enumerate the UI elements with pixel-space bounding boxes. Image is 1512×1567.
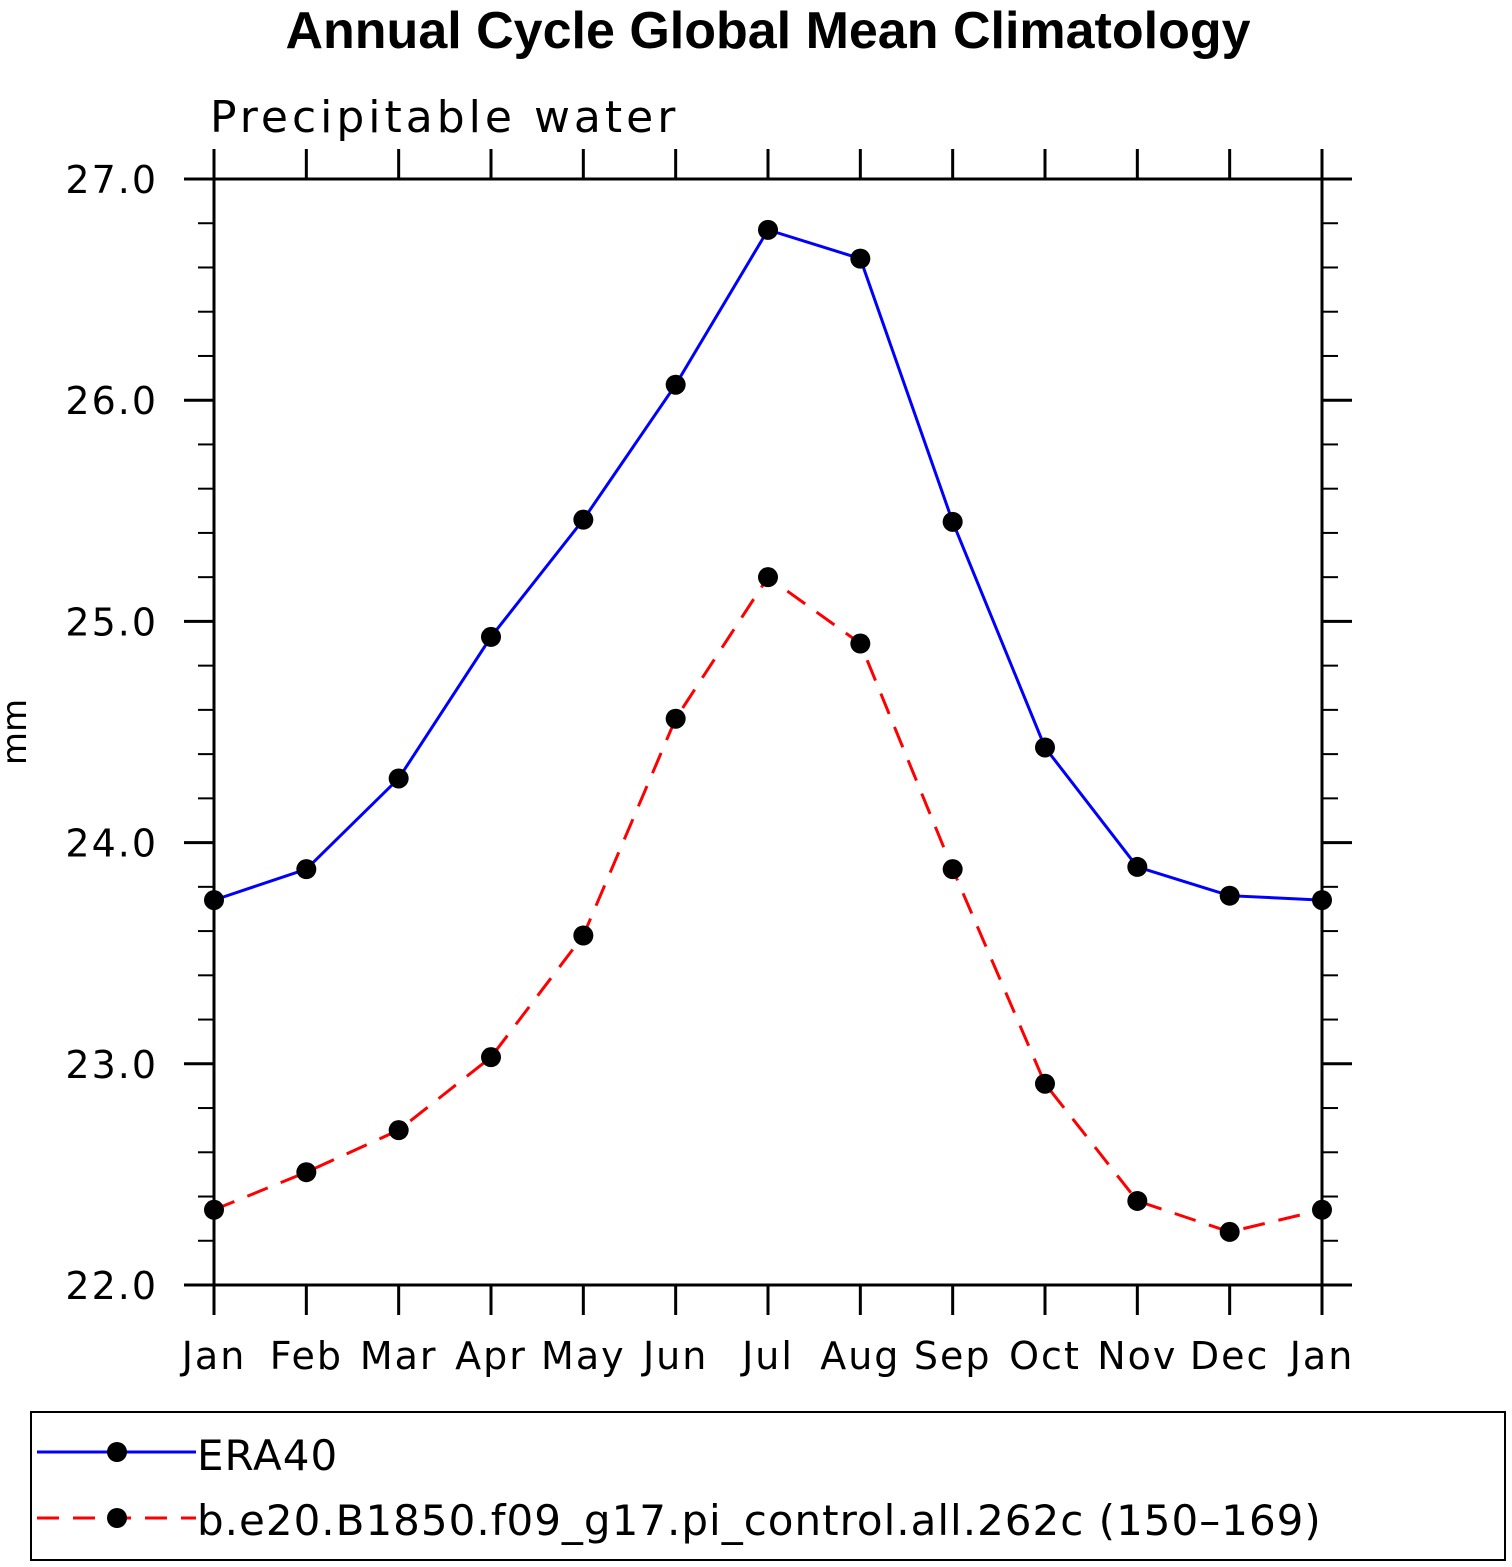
data-point-model	[850, 633, 871, 654]
x-tick-label: Dec	[1190, 1334, 1270, 1378]
y-tick-label: 26.0	[65, 379, 158, 423]
legend-box	[30, 1411, 1506, 1561]
data-point-model	[573, 925, 594, 946]
data-point-era40	[942, 511, 963, 532]
data-point-model	[665, 708, 686, 729]
data-point-model	[481, 1047, 501, 1068]
data-point-model	[1035, 1073, 1055, 1094]
chart-subtitle: Precipitable water	[210, 92, 679, 143]
y-tick-label: 24.0	[65, 822, 158, 866]
x-tick-label: Jun	[641, 1334, 708, 1378]
x-tick-label: Aug	[820, 1334, 900, 1378]
data-point-era40	[573, 509, 594, 530]
x-tick-label: Nov	[1097, 1334, 1177, 1378]
data-point-model	[758, 567, 778, 588]
data-point-era40	[665, 374, 686, 395]
x-tick-label: May	[541, 1334, 626, 1378]
data-point-model	[388, 1120, 409, 1141]
data-point-model	[1219, 1221, 1240, 1242]
data-point-era40	[296, 859, 317, 880]
data-point-era40	[481, 626, 501, 647]
series-line-era40	[213, 228, 1323, 902]
legend-marker-era40	[107, 1442, 127, 1462]
data-point-era40	[850, 248, 871, 269]
x-tick-label: Mar	[360, 1334, 438, 1378]
data-point-model	[1127, 1190, 1148, 1211]
x-tick-label: Feb	[270, 1334, 343, 1378]
data-point-era40	[1035, 737, 1055, 758]
y-tick-label: 25.0	[65, 600, 158, 644]
x-tick-label: Jul	[740, 1334, 794, 1378]
axis-ticks	[184, 149, 1352, 1315]
legend-label-model: b.e20.B1850.f09_g17.pi_control.all.262c …	[197, 1496, 1322, 1545]
x-tick-label: Oct	[1009, 1334, 1081, 1378]
x-tick-label: Apr	[455, 1334, 527, 1378]
legend: ERA40 b.e20.B1850.f09_g17.pi_control.all…	[30, 1411, 1506, 1561]
tick-labels: Jan Feb Mar Apr May Jun Jul Aug Sep Oct Nov Dec Jan 2…	[65, 158, 1355, 1378]
data-point-model	[296, 1162, 317, 1183]
chart-title: Annual Cycle Global Mean Climatology	[285, 2, 1250, 60]
y-tick-label: 27.0	[65, 158, 158, 202]
x-tick-label: Sep	[914, 1334, 992, 1378]
series-layer	[204, 219, 1332, 1242]
series-line-model	[213, 575, 1323, 1234]
y-tick-label: 23.0	[65, 1043, 158, 1087]
data-point-era40	[1127, 856, 1148, 877]
x-tick-label: Jan	[1288, 1334, 1355, 1378]
plot-frame	[212, 177, 1324, 1287]
legend-label-era40: ERA40	[197, 1431, 338, 1480]
x-tick-label: Jan	[180, 1334, 247, 1378]
data-point-era40	[388, 768, 409, 789]
data-point-era40	[1219, 885, 1240, 906]
data-point-era40	[758, 219, 778, 240]
legend-marker-model	[107, 1508, 127, 1528]
y-axis-label: mm	[0, 699, 35, 765]
data-point-model	[942, 859, 963, 880]
y-tick-label: 22.0	[65, 1264, 158, 1308]
